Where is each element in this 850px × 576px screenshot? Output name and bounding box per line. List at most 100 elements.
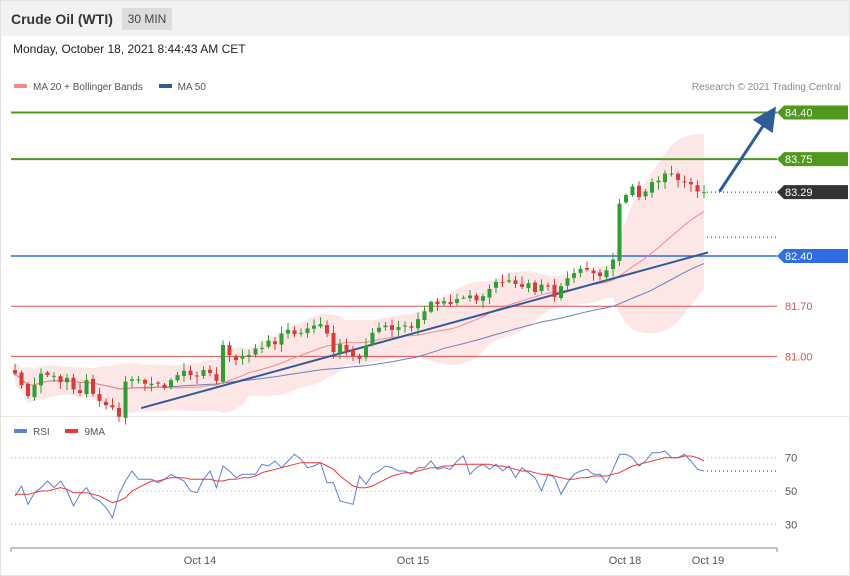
rsi-tick-label: 30 — [785, 519, 797, 531]
candle-body — [64, 377, 70, 383]
candle-body — [409, 326, 414, 328]
candle-body — [487, 289, 492, 298]
candle-body — [389, 325, 395, 330]
time-axis-label: Oct 14 — [184, 555, 216, 567]
candle-body — [649, 182, 655, 193]
candle-body — [552, 284, 557, 297]
time-axis-label: Oct 18 — [609, 555, 641, 567]
header-bar: Crude Oil (WTI) 30 MIN — [1, 1, 849, 36]
candle-body — [643, 191, 648, 197]
candle-body — [272, 341, 278, 345]
candle-body — [318, 324, 323, 327]
candle-body — [58, 376, 63, 383]
level-tag-resistance — [777, 152, 848, 167]
panel-divider — [1, 416, 849, 417]
price-legend: MA 20 + Bollinger Bands MA 50 — [14, 82, 219, 93]
candle-body — [415, 319, 421, 329]
support-trendline — [140, 251, 709, 410]
candle-body — [376, 327, 382, 332]
candle-body — [285, 329, 291, 334]
candle-body — [123, 381, 128, 418]
rsi-tick-label: 50 — [785, 486, 797, 498]
candle-body — [656, 180, 661, 183]
level-label-resistance: 83.75 — [785, 154, 813, 166]
legend-9ma-label: 9MA — [84, 427, 106, 438]
candle-body — [435, 301, 440, 305]
candle-body — [396, 327, 401, 330]
candle-body — [441, 301, 447, 304]
candle-body — [227, 345, 232, 355]
ma50-swatch — [158, 84, 172, 89]
candle-body — [175, 375, 180, 381]
candle-body — [370, 332, 375, 345]
candle-body — [617, 203, 622, 261]
candle-body — [675, 173, 681, 180]
candle-body — [259, 347, 265, 349]
candle-body — [695, 185, 700, 192]
timeframe-button[interactable]: 30 MIN — [122, 8, 172, 30]
candle-body — [331, 332, 336, 353]
level-tag-pivot — [777, 249, 848, 263]
level-label-support: 81.00 — [785, 351, 813, 363]
candle-body — [701, 192, 707, 194]
candle-body — [519, 284, 525, 287]
candle-body — [305, 328, 310, 334]
candle-body — [45, 372, 50, 376]
rsi-panel-group: 70 50 30 — [11, 450, 797, 531]
candles-group — [12, 165, 707, 425]
candle-body — [116, 407, 122, 417]
rsi-legend: RSI 9MA — [14, 427, 118, 438]
target-arrow — [718, 106, 776, 193]
candle-body — [90, 378, 96, 394]
legend-ma20: MA 20 + Bollinger Bands — [14, 82, 146, 93]
candle-body — [77, 390, 83, 394]
candle-body — [311, 325, 317, 329]
candle-body — [266, 340, 271, 347]
candle-body — [493, 281, 499, 288]
candle-body — [610, 259, 616, 269]
candle-body — [240, 356, 245, 359]
candle-body — [142, 379, 148, 384]
candle-body — [584, 267, 590, 270]
candle-body — [168, 380, 174, 388]
candle-body — [233, 356, 239, 361]
candle-body — [532, 282, 538, 292]
legend-rsi: RSI — [14, 427, 52, 438]
ma20-swatch — [14, 84, 27, 89]
candle-body — [539, 284, 544, 291]
candle-body — [565, 278, 570, 286]
candle-body — [84, 380, 89, 395]
candle-body — [38, 373, 44, 386]
candle-body — [604, 270, 609, 278]
candle-body — [474, 295, 479, 301]
candle-body — [480, 296, 486, 301]
candle-body — [402, 325, 408, 327]
legend-9ma: 9MA — [65, 427, 105, 438]
level-label-last: 83.29 — [785, 187, 813, 199]
level-label-support: 81.70 — [785, 301, 813, 313]
candle-body — [448, 302, 453, 305]
candle-body — [571, 273, 577, 278]
candle-body — [591, 270, 596, 274]
candle-body — [526, 283, 531, 289]
timestamp: Monday, October 18, 2021 8:44:43 AM CET — [13, 42, 246, 56]
candle-body — [181, 370, 187, 376]
candle-body — [467, 295, 473, 299]
candle-body — [350, 350, 356, 357]
time-axis-label: Oct 19 — [692, 555, 724, 567]
candle-body — [162, 384, 167, 388]
legend-ma50-label: MA 50 — [177, 82, 206, 93]
price-levels-group: 84.40 83.75 83.29 82.40 81.70 81.00 — [11, 105, 848, 363]
9ma-swatch — [65, 429, 79, 434]
legend-ma50: MA 50 — [158, 82, 206, 93]
candle-body — [662, 173, 668, 183]
candle-body — [25, 383, 31, 396]
rsi-swatch — [14, 429, 27, 434]
candle-body — [623, 195, 629, 203]
candle-body — [344, 345, 349, 351]
level-label-pivot: 82.40 — [785, 251, 813, 263]
candle-body — [246, 355, 252, 357]
candle-body — [129, 379, 135, 381]
